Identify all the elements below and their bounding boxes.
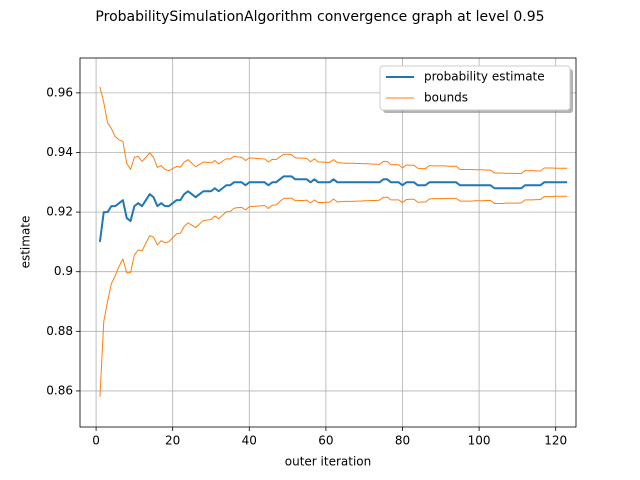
series-line bbox=[98, 175, 568, 243]
grid bbox=[80, 58, 576, 427]
series-line bbox=[99, 195, 568, 397]
legend-box bbox=[379, 65, 571, 111]
y-tick-label: 0.92 bbox=[46, 205, 73, 219]
y-tick-label: 0.86 bbox=[46, 383, 73, 397]
x-tick-label: 120 bbox=[544, 434, 567, 448]
y-tick-label: 0.96 bbox=[46, 85, 73, 99]
x-axis-label: outer iteration bbox=[285, 455, 371, 469]
x-tick-label: 80 bbox=[395, 434, 410, 448]
x-tick-label: 20 bbox=[165, 434, 180, 448]
x-tick-label: 60 bbox=[318, 434, 333, 448]
y-axis-label: estimate bbox=[19, 216, 33, 269]
legend: probability estimate bounds bbox=[379, 65, 573, 113]
y-tick-label: 0.9 bbox=[54, 264, 73, 278]
plot-area bbox=[98, 86, 568, 397]
axes-frame bbox=[79, 57, 577, 428]
y-tick-label: 0.88 bbox=[46, 324, 73, 338]
chart-title: ProbabilitySimulationAlgorithm convergen… bbox=[95, 9, 544, 25]
legend-label: bounds bbox=[424, 91, 468, 105]
legend-label: probability estimate bbox=[424, 70, 545, 84]
x-tick-label: 100 bbox=[468, 434, 491, 448]
y-tick-label: 0.94 bbox=[46, 145, 73, 159]
x-tick-label: 40 bbox=[242, 434, 257, 448]
x-tick-label: 0 bbox=[92, 434, 100, 448]
series-line bbox=[99, 86, 568, 175]
